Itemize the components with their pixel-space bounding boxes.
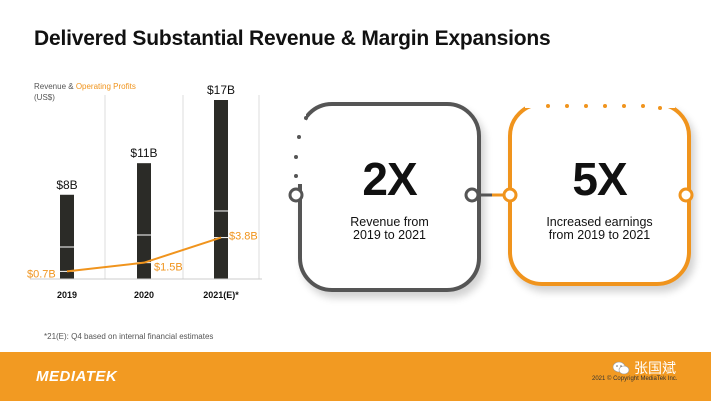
- revenue-growth-line1: Revenue from: [350, 215, 429, 229]
- revenue-growth-value: 2X: [362, 153, 417, 205]
- operating-profit-label: $0.7B: [27, 268, 56, 280]
- bar-2021(E)*: [214, 100, 228, 279]
- category-label: 2020: [134, 290, 154, 300]
- category-label: 2021(E)*: [203, 290, 239, 300]
- earnings-growth-line2: from 2019 to 2021: [548, 228, 651, 242]
- footer-bar: MEDIATEK 2021 © Copyright MediaTek Inc. …: [0, 352, 711, 401]
- bar-value-label: $17B: [207, 83, 235, 97]
- watermark: 张国斌: [612, 358, 676, 378]
- mediatek-logo: MEDIATEK: [36, 368, 118, 385]
- category-label: 2019: [57, 290, 77, 300]
- bar-2019: [60, 194, 74, 279]
- earnings-growth-line1: Increased earnings: [546, 215, 653, 229]
- chart-legend: Revenue & Operating Profits (US$): [34, 81, 136, 103]
- footnote: *21(E): Q4 based on internal financial e…: [44, 332, 214, 341]
- revenue-growth-card: 2X Revenue from 2019 to 2021: [298, 102, 481, 292]
- page-title: Delivered Substantial Revenue & Margin E…: [34, 27, 551, 50]
- revenue-chart: $8B 2019 $11B 2020 $17B 2021(E)* $0.7B $1.5B $3.…: [27, 83, 262, 300]
- earnings-growth-value: 5X: [572, 153, 627, 205]
- legend-unit: (US$): [34, 93, 55, 102]
- copyright-text: 2021 © Copyright MediaTek Inc.: [592, 376, 678, 382]
- operating-profit-label: $3.8B: [229, 231, 258, 243]
- legend-revenue: Revenue &: [34, 82, 76, 91]
- earnings-growth-card: 5X Increased earnings from 2019 to 2021: [508, 102, 691, 286]
- watermark-text: 张国斌: [634, 361, 676, 377]
- wechat-icon: [612, 361, 630, 375]
- bar-2020: [137, 163, 151, 279]
- legend-operating-profits: Operating Profits: [75, 82, 136, 91]
- revenue-growth-line2: 2019 to 2021: [353, 228, 426, 242]
- bar-value-label: $8B: [56, 178, 77, 192]
- operating-profit-line: [66, 236, 222, 273]
- bar-value-label: $11B: [130, 146, 157, 160]
- operating-profit-label: $1.5B: [154, 262, 183, 274]
